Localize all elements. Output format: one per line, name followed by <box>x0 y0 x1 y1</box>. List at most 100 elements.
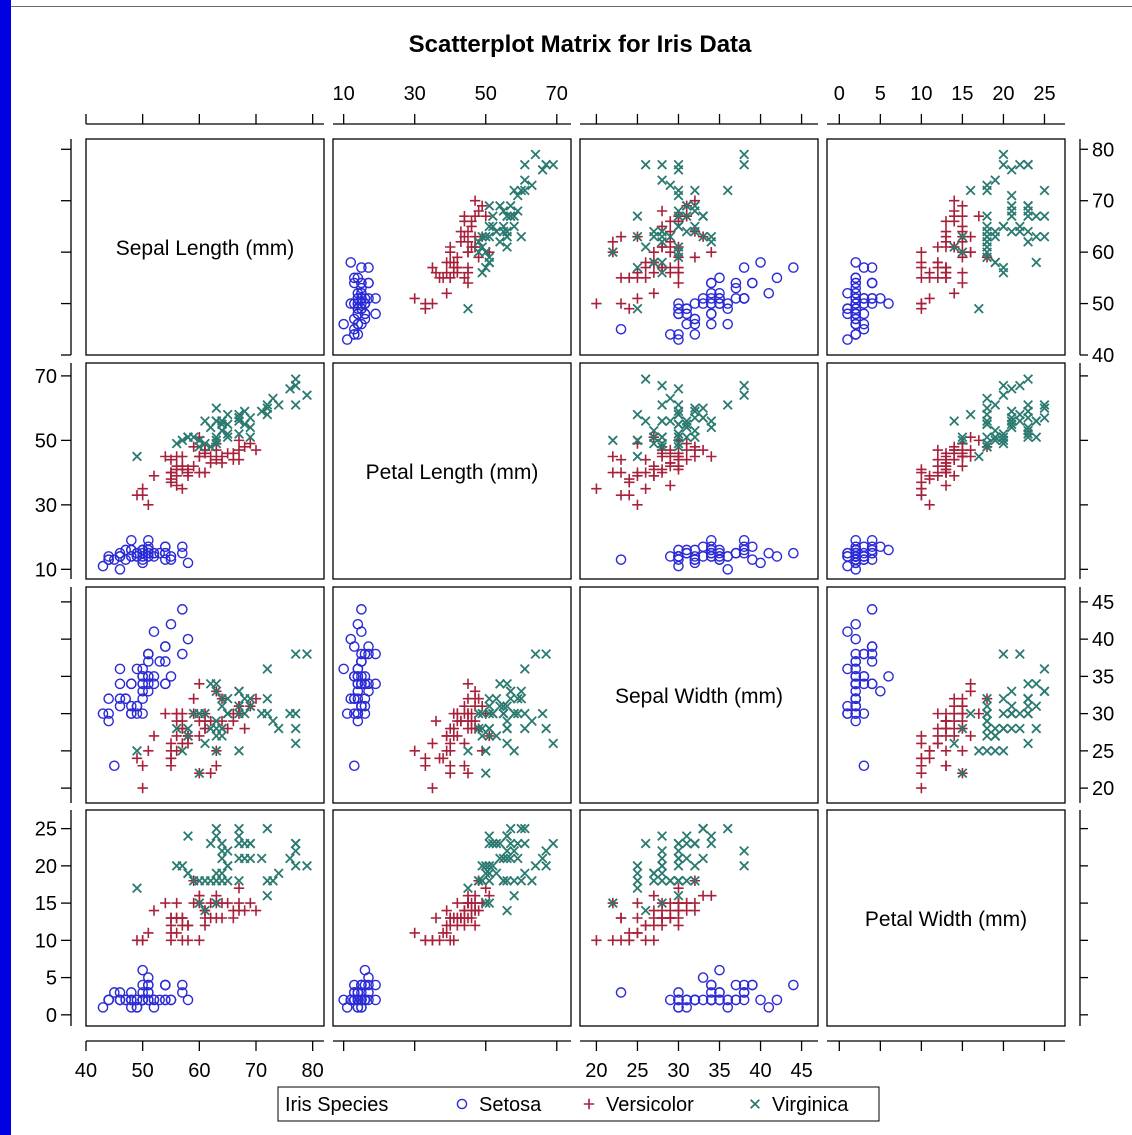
data-point-virginica <box>491 731 502 741</box>
data-point-virginica <box>477 860 488 871</box>
data-point-versicolor <box>469 686 481 697</box>
data-point-virginica <box>973 745 984 756</box>
data-point-setosa <box>114 663 126 675</box>
data-point-virginica <box>211 432 222 443</box>
data-point-virginica <box>965 409 976 420</box>
data-point-versicolor <box>640 272 651 284</box>
tick-label: 40 <box>1092 345 1114 367</box>
data-point-virginica <box>998 745 1009 756</box>
data-point-virginica <box>632 303 643 314</box>
data-point-versicolor <box>473 252 484 263</box>
data-point-virginica <box>480 898 491 909</box>
data-point-versicolor <box>632 293 643 304</box>
data-point-setosa <box>137 994 148 1006</box>
tick-label: 60 <box>1092 242 1114 264</box>
data-point-versicolor <box>143 499 154 511</box>
data-point-virginica <box>990 731 1001 741</box>
data-point-virginica <box>998 380 1009 391</box>
panel-frame <box>332 362 572 580</box>
data-point-virginica <box>673 383 684 394</box>
data-point-setosa <box>143 544 154 556</box>
data-point-setosa <box>866 648 878 660</box>
data-point-setosa <box>165 671 177 682</box>
data-point-setosa <box>875 685 886 697</box>
data-point-setosa <box>182 557 194 569</box>
data-point-setosa <box>681 308 692 320</box>
data-point-virginica <box>290 708 301 719</box>
data-point-setosa <box>850 257 862 268</box>
data-point-setosa <box>359 700 371 712</box>
data-point-setosa <box>883 298 894 309</box>
data-point-setosa <box>858 308 870 320</box>
data-point-setosa <box>714 298 725 309</box>
data-point-virginica <box>681 432 692 443</box>
data-point-virginica <box>491 693 502 704</box>
data-point-virginica <box>234 823 244 834</box>
data-point-versicolor <box>648 288 660 299</box>
data-point-virginica <box>509 211 520 222</box>
data-point-virginica <box>982 723 992 734</box>
data-point-setosa <box>352 272 364 284</box>
data-point-versicolor <box>160 897 171 909</box>
data-point-versicolor <box>427 738 438 749</box>
data-point-virginica <box>262 693 273 704</box>
tick-label: 40 <box>1092 629 1114 651</box>
data-point-setosa <box>114 547 126 559</box>
data-point-setosa <box>352 994 364 1006</box>
data-point-virginica <box>982 185 992 196</box>
data-point-versicolor <box>448 912 459 924</box>
data-point-versicolor <box>171 730 182 742</box>
data-point-virginica <box>505 686 516 697</box>
data-point-setosa <box>697 551 709 562</box>
data-point-setosa <box>722 318 734 330</box>
data-point-virginica <box>681 200 692 211</box>
data-point-versicolor <box>949 205 960 217</box>
data-point-setosa <box>850 547 862 559</box>
data-point-virginica <box>632 409 643 420</box>
data-point-virginica <box>273 868 284 879</box>
data-point-versicolor <box>137 760 148 771</box>
data-point-setosa <box>114 551 126 562</box>
data-point-virginica <box>183 868 193 879</box>
data-point-virginica <box>548 159 559 170</box>
data-point-virginica <box>211 716 222 727</box>
data-point-virginica <box>998 649 1009 659</box>
data-point-versicolor <box>932 444 943 456</box>
data-point-versicolor <box>211 454 222 465</box>
data-point-virginica <box>290 399 301 410</box>
data-point-setosa <box>747 979 758 991</box>
data-point-versicolor <box>466 241 477 253</box>
data-point-virginica <box>982 403 992 414</box>
data-point-versicolor <box>473 693 484 704</box>
data-point-virginica <box>1023 211 1034 222</box>
panel-sw-vs-sw: Sepal Width (mm) <box>579 586 819 804</box>
data-point-setosa <box>850 282 862 294</box>
tick-label: 80 <box>302 1060 324 1082</box>
data-point-versicolor <box>591 483 602 494</box>
data-point-versicolor <box>462 768 474 779</box>
data-point-versicolor <box>965 246 976 258</box>
data-point-virginica <box>498 701 509 712</box>
data-point-setosa <box>850 329 862 340</box>
data-point-versicolor <box>656 912 668 924</box>
data-point-setosa <box>103 551 114 562</box>
data-point-versicolor <box>940 760 952 771</box>
data-point-virginica <box>657 399 668 410</box>
data-point-setosa <box>182 633 194 645</box>
data-point-virginica <box>211 823 222 834</box>
data-point-versicolor <box>648 246 660 258</box>
data-point-virginica <box>211 731 222 741</box>
data-point-setosa <box>103 708 114 719</box>
data-point-setosa <box>842 626 853 637</box>
data-point-virginica <box>957 231 968 242</box>
data-point-virginica <box>673 185 684 196</box>
data-point-setosa <box>154 994 165 1006</box>
data-point-setosa <box>131 551 143 562</box>
data-point-setosa <box>763 287 775 299</box>
data-point-setosa <box>858 708 870 719</box>
data-point-virginica <box>502 738 512 749</box>
data-point-virginica <box>1023 693 1034 704</box>
data-point-virginica <box>498 875 509 886</box>
data-point-virginica <box>706 422 717 433</box>
data-point-virginica <box>982 226 992 237</box>
